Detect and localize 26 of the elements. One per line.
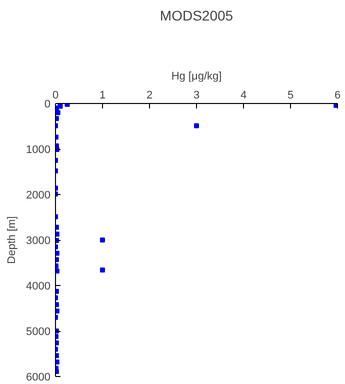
x-tick-label: 3 — [193, 90, 200, 102]
x-tick-label: 6 — [334, 90, 341, 102]
x-tick-label: 4 — [240, 90, 247, 102]
point — [56, 250, 60, 256]
point — [56, 110, 60, 116]
point — [56, 268, 60, 274]
point — [100, 268, 105, 273]
point — [100, 238, 105, 242]
y-tick-label: 1000 — [26, 144, 51, 156]
point — [56, 308, 60, 314]
y-tick-label: 5000 — [26, 326, 51, 338]
chart-title: MODS2005 — [160, 8, 234, 24]
x-tick-label: 0 — [52, 90, 59, 102]
y-axis-title: Depth [m] — [6, 216, 18, 264]
point — [194, 123, 199, 128]
x-tick-label: 5 — [287, 90, 294, 102]
point — [56, 232, 60, 237]
y-tick-label: 4000 — [26, 280, 51, 292]
x-tick-label: 1 — [99, 90, 106, 102]
y-tick-label: 0 — [44, 98, 51, 110]
point — [56, 359, 60, 364]
y-tick-label: 3000 — [26, 235, 51, 247]
y-tick-label: 6000 — [26, 372, 51, 384]
x-axis-title: Hg [μg/kg] — [171, 70, 222, 82]
y-tick-label: 2000 — [26, 190, 51, 202]
x-tick-label: 2 — [146, 90, 153, 102]
